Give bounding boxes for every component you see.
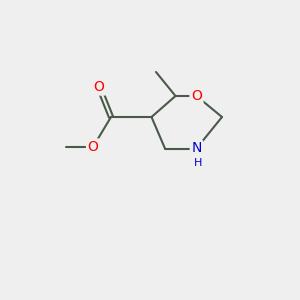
Text: O: O <box>94 80 104 94</box>
Text: N: N <box>191 142 202 155</box>
Text: H: H <box>194 158 202 168</box>
Text: O: O <box>88 140 98 154</box>
Text: O: O <box>191 89 202 103</box>
